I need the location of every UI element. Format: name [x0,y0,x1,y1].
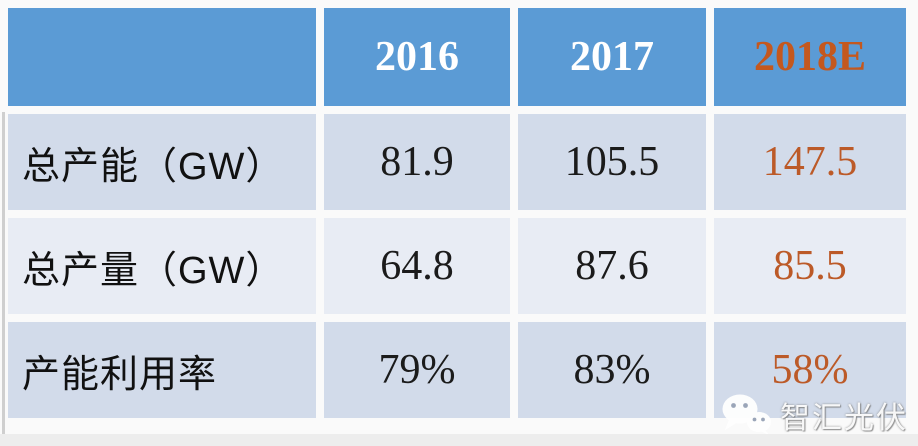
corner-cell [8,8,316,106]
row-label-utilization: 产能利用率 [8,322,316,418]
col-header-2016: 2016 [324,8,510,106]
col-header-2018e: 2018E [714,8,906,106]
row-label-total-capacity: 总产能（GW） [8,114,316,210]
cell-capacity-2016: 81.9 [324,114,510,210]
table-row-output: 总产量（GW） 64.8 87.6 85.5 [8,218,906,314]
cell-capacity-2018e: 147.5 [714,114,906,210]
cell-output-2016: 64.8 [324,218,510,314]
cell-capacity-2017: 105.5 [518,114,706,210]
cell-utilization-2018e: 58% [714,322,906,418]
cell-utilization-2016: 79% [324,322,510,418]
table-row-capacity: 总产能（GW） 81.9 105.5 147.5 [8,114,906,210]
row-label-total-output: 总产量（GW） [8,218,316,314]
left-edge-line [2,112,5,442]
bottom-strip [0,434,918,446]
cell-utilization-2017: 83% [518,322,706,418]
col-header-2017: 2017 [518,8,706,106]
capacity-table: 2016 2017 2018E 总产能（GW） 81.9 105.5 147.5… [8,8,906,418]
table-row-utilization: 产能利用率 79% 83% 58% [8,322,906,418]
cell-output-2018e: 85.5 [714,218,906,314]
cell-output-2017: 87.6 [518,218,706,314]
header-row: 2016 2017 2018E [8,8,906,106]
